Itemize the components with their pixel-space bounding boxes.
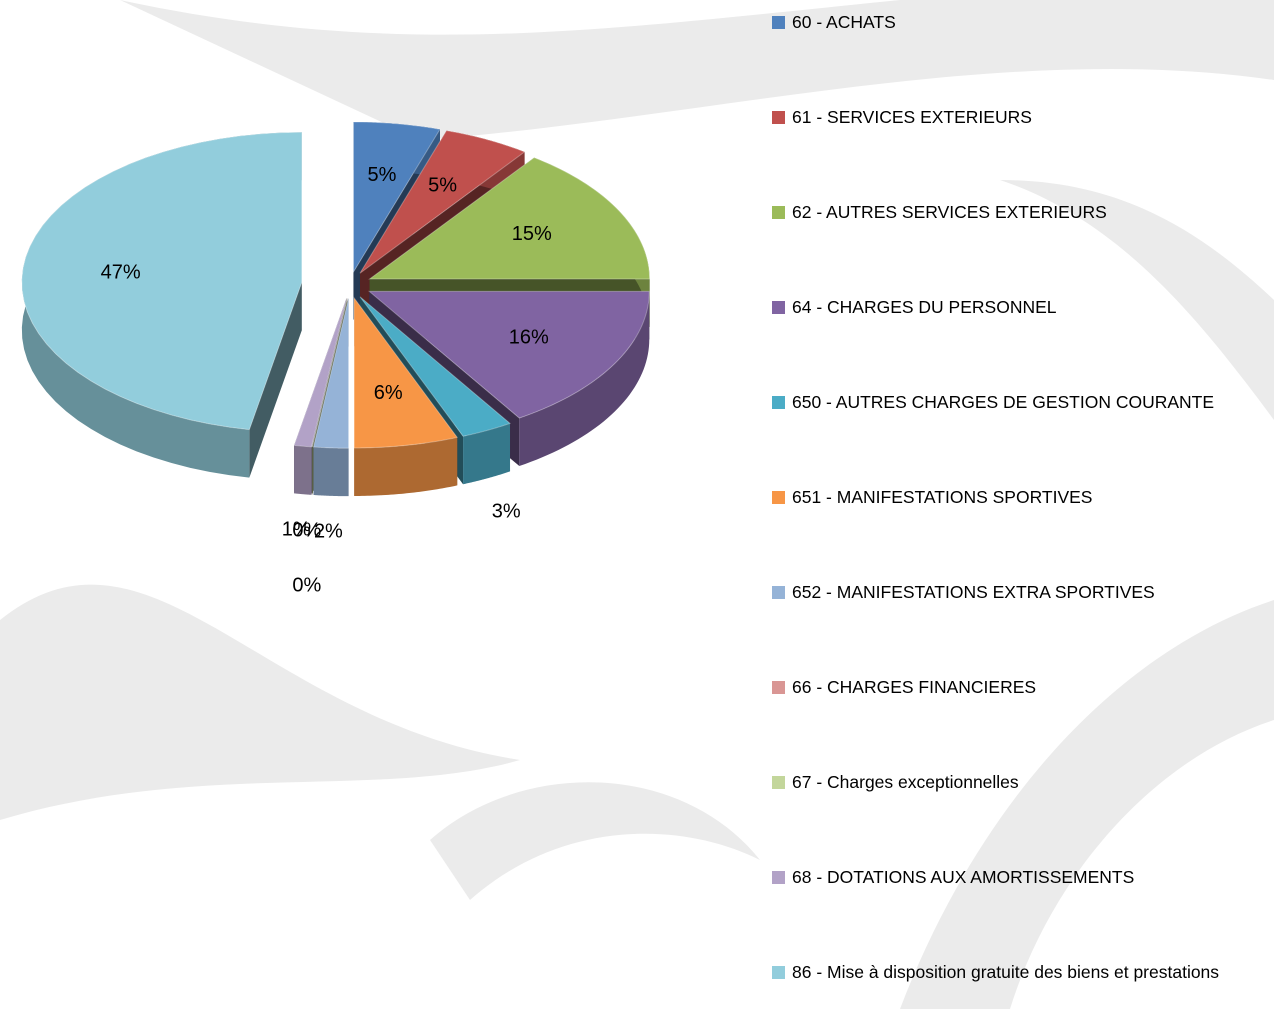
legend-label: 60 - ACHATS [792, 10, 1262, 34]
legend-entry: 650 - AUTRES CHARGES DE GESTION COURANTE [772, 388, 1272, 483]
legend-label: 64 - CHARGES DU PERSONNEL [792, 295, 1262, 319]
legend-swatch [772, 111, 785, 124]
data-label: 3% [492, 501, 521, 523]
legend-label: 651 - MANIFESTATIONS SPORTIVES [792, 485, 1262, 509]
legend: 60 - ACHATS 61 - SERVICES EXTERIEURS 62 - … [772, 8, 1272, 1009]
pie: 5%5%15%16%3%6%2%0%0%1%47% [22, 122, 650, 597]
data-label: 15% [512, 223, 552, 245]
data-label: 47% [101, 261, 141, 283]
legend-entry: 60 - ACHATS [772, 8, 1272, 103]
legend-entry: 86 - Mise à disposition gratuite des bie… [772, 958, 1272, 1009]
legend-entry: 67 - Charges exceptionnelles [772, 768, 1272, 863]
legend-swatch [772, 301, 785, 314]
legend-swatch [772, 491, 785, 504]
legend-label: 86 - Mise à disposition gratuite des bie… [792, 960, 1262, 984]
legend-label: 62 - AUTRES SERVICES EXTERIEURS [792, 200, 1262, 224]
legend-swatch [772, 776, 785, 789]
slice-rim [294, 445, 311, 494]
legend-entry: 68 - DOTATIONS AUX AMORTISSEMENTS [772, 863, 1272, 958]
legend-swatch [772, 871, 785, 884]
slice-rim [314, 447, 349, 496]
legend-swatch [772, 681, 785, 694]
legend-label: 650 - AUTRES CHARGES DE GESTION COURANTE [792, 390, 1262, 414]
legend-label: 61 - SERVICES EXTERIEURS [792, 105, 1262, 129]
legend-entry: 651 - MANIFESTATIONS SPORTIVES [772, 483, 1272, 578]
page: 5%5%15%16%3%6%2%0%0%1%47% 60 - ACHATS61 … [0, 0, 1274, 1009]
slice [314, 298, 349, 448]
data-label: 5% [428, 175, 457, 197]
legend-swatch [772, 16, 785, 29]
data-label: 0% [292, 575, 321, 597]
legend-label: 66 - CHARGES FINANCIERES [792, 675, 1262, 699]
legend-label: 652 - MANIFESTATIONS EXTRA SPORTIVES [792, 580, 1262, 604]
legend-entry: 61 - SERVICES EXTERIEURS [772, 103, 1272, 198]
legend-label: 67 - Charges exceptionnelles [792, 770, 1262, 794]
legend-swatch [772, 206, 785, 219]
legend-swatch [772, 966, 785, 979]
legend-entry: 62 - AUTRES SERVICES EXTERIEURS [772, 198, 1272, 293]
legend-entry: 652 - MANIFESTATIONS EXTRA SPORTIVES [772, 578, 1272, 673]
legend-swatch [772, 586, 785, 599]
legend-entry: 66 - CHARGES FINANCIERES [772, 673, 1272, 768]
data-label: 16% [509, 327, 549, 349]
legend-label: 68 - DOTATIONS AUX AMORTISSEMENTS [792, 865, 1262, 889]
data-label: 5% [367, 164, 396, 186]
data-label: 1% [282, 519, 311, 541]
legend-swatch [772, 396, 785, 409]
legend-entry: 64 - CHARGES DU PERSONNEL [772, 293, 1272, 388]
data-label: 6% [374, 382, 403, 404]
